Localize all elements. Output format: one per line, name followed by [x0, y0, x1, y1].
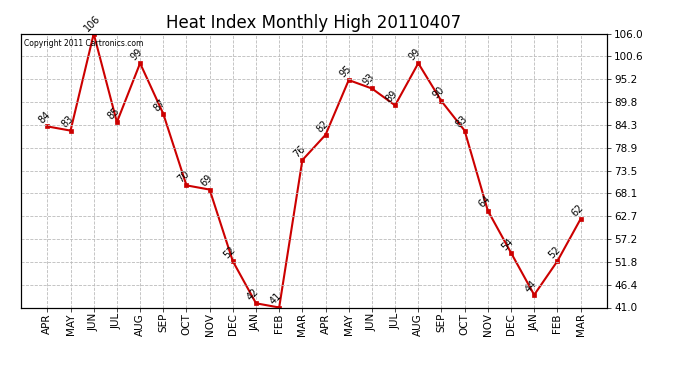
Text: 54: 54: [500, 236, 515, 252]
Text: 87: 87: [152, 97, 168, 113]
Text: 42: 42: [245, 287, 261, 303]
Text: 83: 83: [59, 114, 75, 130]
Text: 52: 52: [546, 244, 562, 260]
Title: Heat Index Monthly High 20110407: Heat Index Monthly High 20110407: [166, 14, 462, 32]
Text: 84: 84: [37, 110, 52, 126]
Text: 70: 70: [175, 169, 191, 184]
Text: 83: 83: [453, 114, 469, 130]
Text: Copyright 2011 Cartronics.com: Copyright 2011 Cartronics.com: [23, 39, 143, 48]
Text: 64: 64: [477, 194, 493, 210]
Text: 89: 89: [384, 89, 400, 105]
Text: 62: 62: [569, 202, 585, 218]
Text: 76: 76: [291, 144, 307, 159]
Text: 44: 44: [523, 278, 539, 294]
Text: 85: 85: [106, 106, 121, 122]
Text: 41: 41: [268, 291, 284, 307]
Text: 93: 93: [361, 72, 377, 88]
Text: 99: 99: [129, 47, 145, 63]
Text: 69: 69: [199, 173, 215, 189]
Text: 95: 95: [337, 63, 353, 79]
Text: 99: 99: [407, 47, 423, 63]
Text: 90: 90: [431, 85, 446, 100]
Text: 82: 82: [315, 118, 331, 134]
Text: 52: 52: [221, 244, 237, 260]
Text: 106: 106: [83, 13, 103, 33]
